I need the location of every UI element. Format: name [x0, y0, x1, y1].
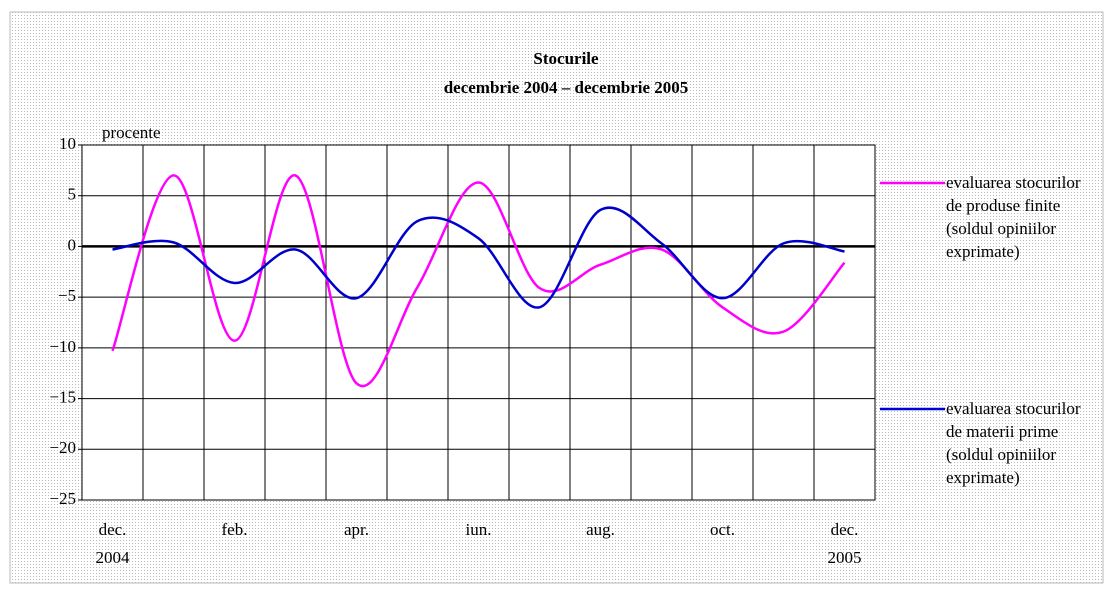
- y-axis-label: procente: [102, 123, 161, 142]
- y-tick-label: 5: [68, 185, 77, 204]
- legend-label: evaluarea stocurilor de materii prime (s…: [946, 399, 1081, 487]
- x-tick-label: dec. 2005: [828, 520, 862, 567]
- y-tick-label: −25: [49, 489, 76, 508]
- y-tick-label: −15: [49, 387, 76, 406]
- y-tick-label: −10: [49, 337, 76, 356]
- y-tick-label: 0: [68, 235, 77, 254]
- x-tick-label: aug.: [586, 520, 615, 539]
- legend-label: evaluarea stocurilor de produse finite (…: [946, 173, 1081, 261]
- series-line: [112, 206, 845, 309]
- x-tick-label: apr.: [344, 520, 369, 539]
- x-tick-label: feb.: [222, 520, 248, 539]
- x-tick-label: dec. 2004: [96, 520, 131, 567]
- chart-subtitle: decembrie 2004 – decembrie 2005: [444, 78, 689, 97]
- y-tick-label: −5: [58, 286, 76, 305]
- plot-area: [81, 144, 876, 501]
- y-tick-label: 10: [59, 134, 76, 153]
- chart-title: Stocurile: [533, 49, 599, 68]
- y-tick-label: −20: [49, 438, 76, 457]
- x-tick-label: iun.: [466, 520, 492, 539]
- x-tick-label: oct.: [710, 520, 735, 539]
